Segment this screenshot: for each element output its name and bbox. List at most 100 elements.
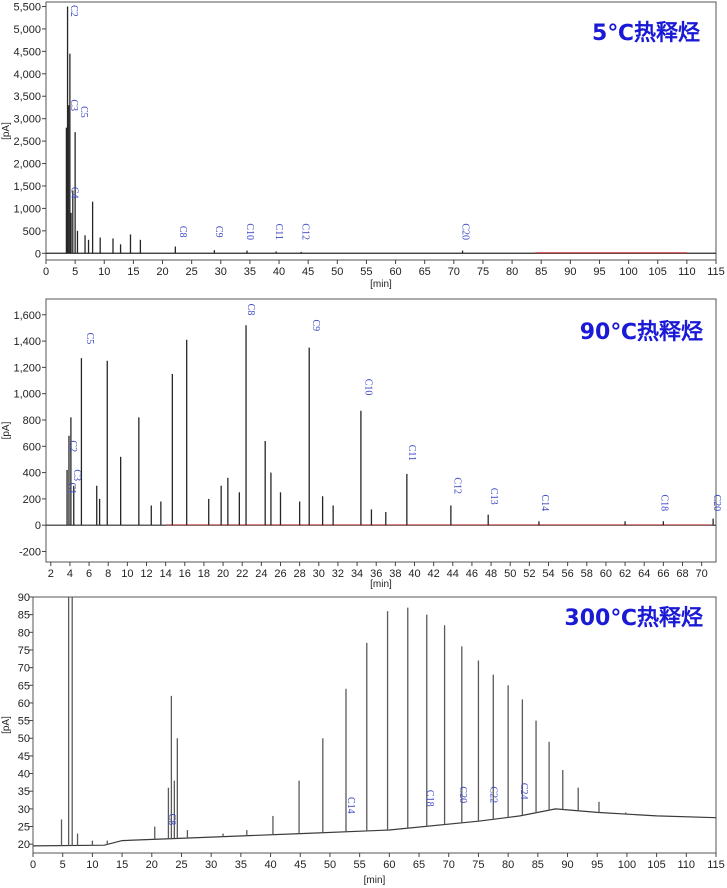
x-tick-label: 50 [504,568,516,580]
x-tick-label: 70 [448,266,460,278]
y-tick-label: 200 [23,494,41,506]
x-tick-label: 0 [30,859,36,871]
plot-frame [32,596,717,854]
x-tick-label: 110 [678,859,696,871]
x-tick-label: 52 [523,568,535,580]
y-tick-label: 65 [18,680,30,692]
x-tick-label: 65 [413,859,425,871]
peak-label: C10 [363,379,374,396]
x-tick-label: 85 [535,266,547,278]
x-tick-label: 25 [175,859,187,871]
chart-panel-90c: -200 0 200 400 600 800 1,000 1,200 1,400 1,600 2 4 6… [0,297,727,590]
peak-label: C14 [345,797,356,814]
peak-label: C10 [244,223,255,240]
x-tick-label: 90 [564,266,576,278]
x-tick-label: 30 [215,266,227,278]
x-tick-label: 105 [647,859,665,871]
peak-label: C5 [84,333,95,345]
peak-label: C18 [424,790,435,807]
peak-label: C2 [68,5,79,17]
peak-label: C13 [488,488,499,505]
y-tick-label: -200 [19,546,41,558]
peak-label: C3 [68,99,79,111]
x-tick-label: 62 [619,568,631,580]
peak-label: C14 [539,494,550,511]
x-tick-label: 64 [638,568,650,580]
peak-label: C12 [452,477,463,494]
y-tick-label: 25 [18,822,30,834]
x-tick-label: 34 [351,568,363,580]
peak-label: C3 [71,469,82,481]
x-tick-label: 44 [447,568,459,580]
y-tick-label: 80 [18,627,30,639]
x-tick-label: 50 [331,266,343,278]
y-tick-label: 20 [18,839,30,851]
peak-label: C2 [67,440,78,452]
y-axis-title: [pA] [1,122,12,140]
x-tick-label: 24 [255,568,267,580]
x-tick-label: 40 [408,568,420,580]
x-tick-label: 60 [600,568,612,580]
peak-label: C12 [299,223,310,240]
x-tick-label: 46 [466,568,478,580]
y-tick-label: 50 [18,733,30,745]
peak-label: C5 [78,106,89,118]
chart-svg-5c: 05001,0001,5002,0002,5003,0003,5004,0004… [1,1,725,290]
x-tick-label: 12 [140,568,152,580]
x-tick-label: 14 [160,568,172,580]
x-tick-label: 25 [186,266,198,278]
x-tick-label: 26 [274,568,286,580]
peak-label: C1 [66,483,77,495]
x-tick-label: 115 [707,266,725,278]
x-tick-label: 68 [676,568,688,580]
x-tick-label: 70 [696,568,708,580]
chart-svg-300c: 20 25 30 35 40 45 50 55 60 65 70 75 80 85 90 0 5 10 15 20 25… [1,592,725,886]
x-tick-label: 10 [121,568,133,580]
peak-label: C11 [406,445,417,461]
peak-label: C4 [69,187,80,199]
peak-label: C8 [166,814,177,826]
y-tick-label: 1,200 [13,362,41,374]
x-tick-label: 30 [313,568,325,580]
y-tick-label: 800 [23,415,41,427]
peak-label: C9 [213,226,224,238]
y-tick-label: 85 [18,610,30,622]
plot-frame [45,298,717,563]
y-tick-label: 75 [18,645,30,657]
y-tick-label: 2,500 [13,136,41,148]
x-tick-label: 50 [324,859,336,871]
x-tick-label: 45 [294,859,306,871]
peak-label: C24 [518,783,529,800]
x-tick-label: 20 [156,266,168,278]
x-tick-label: 55 [360,266,372,278]
x-tick-label: 80 [506,266,518,278]
x-tick-label: 36 [370,568,382,580]
x-tick-label: 8 [105,568,111,580]
x-tick-label: 75 [472,859,484,871]
x-tick-label: 65 [419,266,431,278]
x-tick-label: 100 [619,266,637,278]
y-tick-label: 5,500 [13,1,41,13]
x-tick-label: 22 [236,568,248,580]
y-tick-label: 40 [18,769,30,781]
peak-label: C8 [245,304,256,316]
x-tick-label: 55 [354,859,366,871]
y-tick-label: 4,000 [13,69,41,81]
x-tick-label: 58 [581,568,593,580]
x-tick-label: 10 [98,266,110,278]
y-tick-label: 500 [23,226,41,238]
x-tick-label: 16 [179,568,191,580]
x-tick-label: 5 [60,859,66,871]
panel-label: 90℃热释烃 [580,319,703,345]
panel-label: 300℃热释烃 [564,605,703,631]
panel-label: 5℃热释烃 [592,20,700,46]
y-tick-label: 400 [23,468,41,480]
y-tick-label: 5,000 [13,24,41,36]
x-tick-label: 100 [618,859,636,871]
y-tick-label: 45 [18,751,30,763]
x-tick-label: 54 [542,568,554,580]
y-tick-label: 3,000 [13,114,41,126]
y-tick-label: 600 [23,441,41,453]
